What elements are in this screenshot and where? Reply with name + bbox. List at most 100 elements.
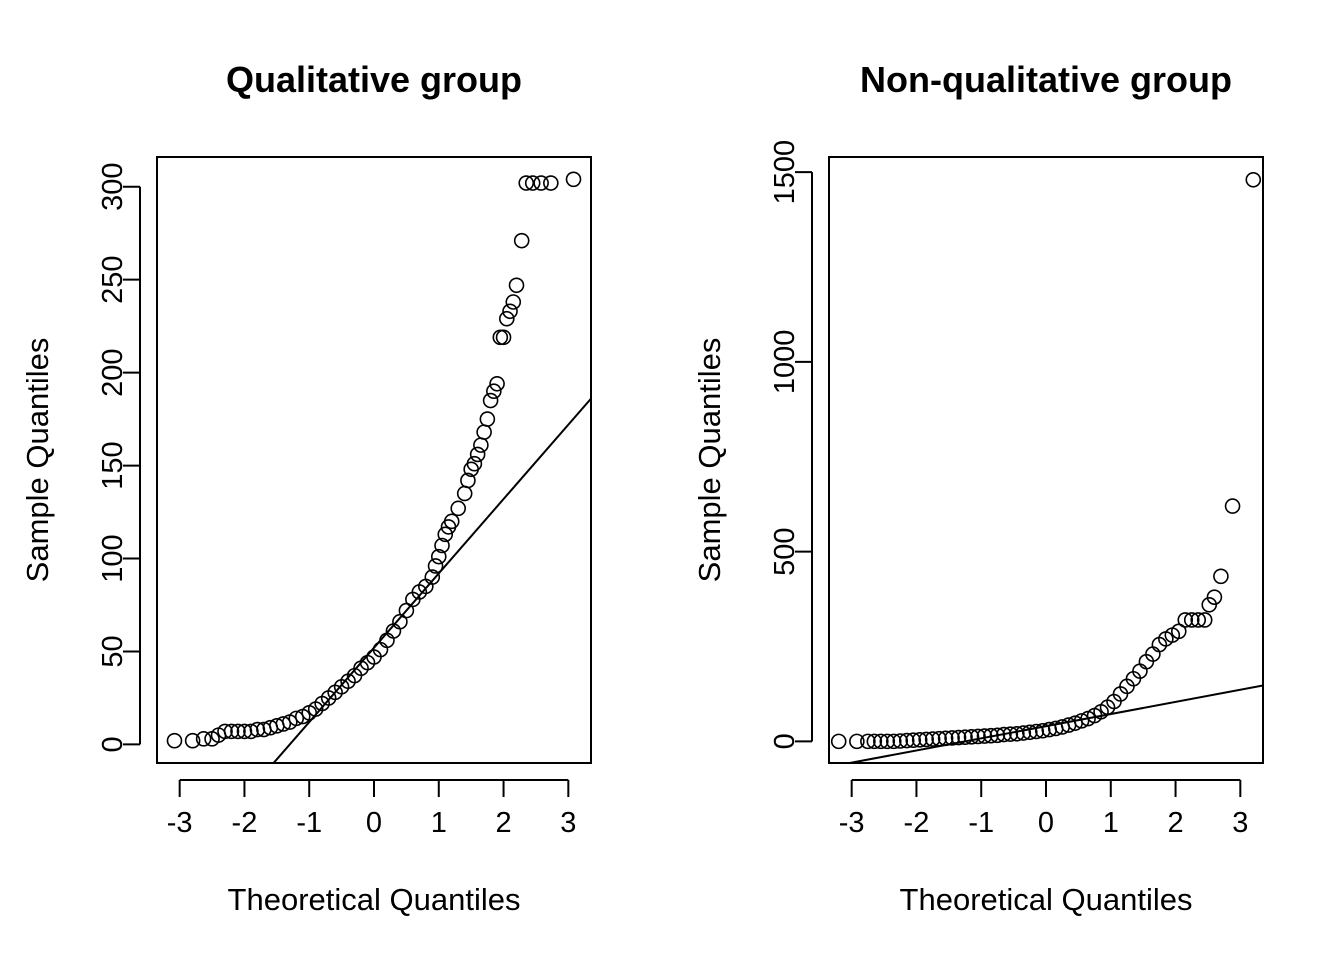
data-point (918, 731, 934, 748)
data-point (495, 329, 512, 346)
plot-frame (156, 156, 592, 764)
data-point (1170, 623, 1187, 640)
data-point (479, 411, 496, 427)
data-point (976, 728, 993, 744)
y-tick-label: 1000 (769, 330, 801, 395)
data-point (502, 303, 518, 320)
data-point (473, 437, 489, 453)
y-tick-label: 500 (769, 527, 801, 575)
plot-area (156, 156, 592, 764)
data-point (524, 175, 541, 191)
x-tick-label: 0 (1038, 807, 1054, 839)
data-point (486, 383, 502, 400)
data-point (1022, 724, 1038, 741)
data-point (866, 733, 883, 750)
data-point (1213, 568, 1229, 585)
y-axis-label: Sample Quantiles (692, 338, 727, 583)
data-point (944, 730, 960, 746)
data-point (513, 232, 530, 249)
x-tick-label: 2 (495, 807, 511, 839)
x-tick-label: -3 (167, 807, 193, 839)
chart-title: Non-qualitative group (860, 59, 1232, 100)
data-point (905, 732, 922, 749)
data-point (989, 727, 1006, 744)
data-point (217, 723, 233, 740)
x-tick-label: -2 (232, 807, 258, 839)
data-point (456, 485, 473, 502)
data-point (469, 446, 486, 463)
data-point (885, 733, 902, 750)
data-point (505, 294, 522, 310)
data-point (937, 730, 954, 747)
x-axis-label: Theoretical Quantiles (228, 882, 521, 917)
x-tick-label: -2 (904, 807, 930, 839)
data-point (543, 175, 559, 191)
ticks-layer: -3 -2 -1 0 1 2 3 0 500 1000 1500 (769, 140, 1248, 839)
panel-non-qualitative-group: Non-qualitative group Theoretical Quanti… (692, 59, 1264, 917)
y-tick-label: 200 (97, 348, 129, 396)
data-point (223, 723, 240, 740)
data-point (996, 726, 1012, 743)
x-tick-label: 2 (1167, 807, 1183, 839)
data-point (892, 733, 909, 749)
data-point (450, 500, 467, 517)
data-point (1015, 725, 1032, 741)
y-tick-label: 50 (97, 635, 129, 667)
ticks-layer: -3 -2 -1 0 1 2 3 0 50 100 150 200 250 300 (97, 163, 576, 839)
y-tick-label: 250 (97, 255, 129, 303)
x-tick-label: 1 (1103, 807, 1119, 839)
data-point (1073, 713, 1090, 729)
data-point (508, 277, 525, 294)
data-point (1190, 612, 1207, 628)
data-point (1201, 596, 1218, 613)
data-point (957, 729, 973, 745)
data-point (288, 710, 305, 727)
plot-frame (828, 156, 1264, 764)
y-tick-label: 0 (97, 736, 129, 752)
data-point (275, 716, 292, 732)
data-point (466, 455, 483, 472)
data-point (195, 731, 212, 747)
data-point (830, 733, 847, 750)
y-axis-label: Sample Quantiles (20, 338, 55, 583)
data-point (498, 310, 515, 327)
data-point (898, 732, 915, 749)
data-point (1002, 726, 1019, 742)
x-tick-label: 3 (560, 807, 576, 839)
data-point (1009, 725, 1025, 742)
reference-line (844, 684, 1263, 763)
data-point (1245, 171, 1262, 188)
data-point (424, 569, 441, 585)
plot-area (828, 156, 1264, 764)
data-point (482, 392, 499, 409)
data-point (437, 526, 454, 543)
data-point (911, 732, 928, 748)
y-tick-label: 100 (97, 534, 129, 582)
x-tick-label: 1 (431, 807, 447, 839)
data-point (1183, 612, 1200, 628)
data-point (489, 375, 505, 392)
data-point (565, 171, 582, 188)
data-point (460, 472, 476, 489)
data-point (184, 732, 201, 749)
data-point (1196, 612, 1213, 628)
data-point (1224, 498, 1241, 514)
y-tick-label: 300 (97, 163, 129, 211)
x-tick-label: 0 (366, 807, 382, 839)
data-point (873, 733, 889, 750)
x-tick-label: -1 (296, 807, 322, 839)
y-tick-label: 150 (97, 441, 129, 489)
data-point (427, 558, 444, 574)
data-point (983, 727, 999, 744)
x-tick-label: -1 (968, 807, 994, 839)
data-point (434, 537, 450, 554)
data-point (950, 729, 967, 746)
data-point (492, 329, 509, 346)
data-point (1177, 612, 1194, 628)
x-tick-label: 3 (1232, 807, 1248, 839)
y-tick-label: 1500 (769, 140, 801, 205)
y-tick-label: 0 (769, 733, 801, 749)
data-point (230, 723, 246, 740)
data-point (931, 730, 947, 747)
